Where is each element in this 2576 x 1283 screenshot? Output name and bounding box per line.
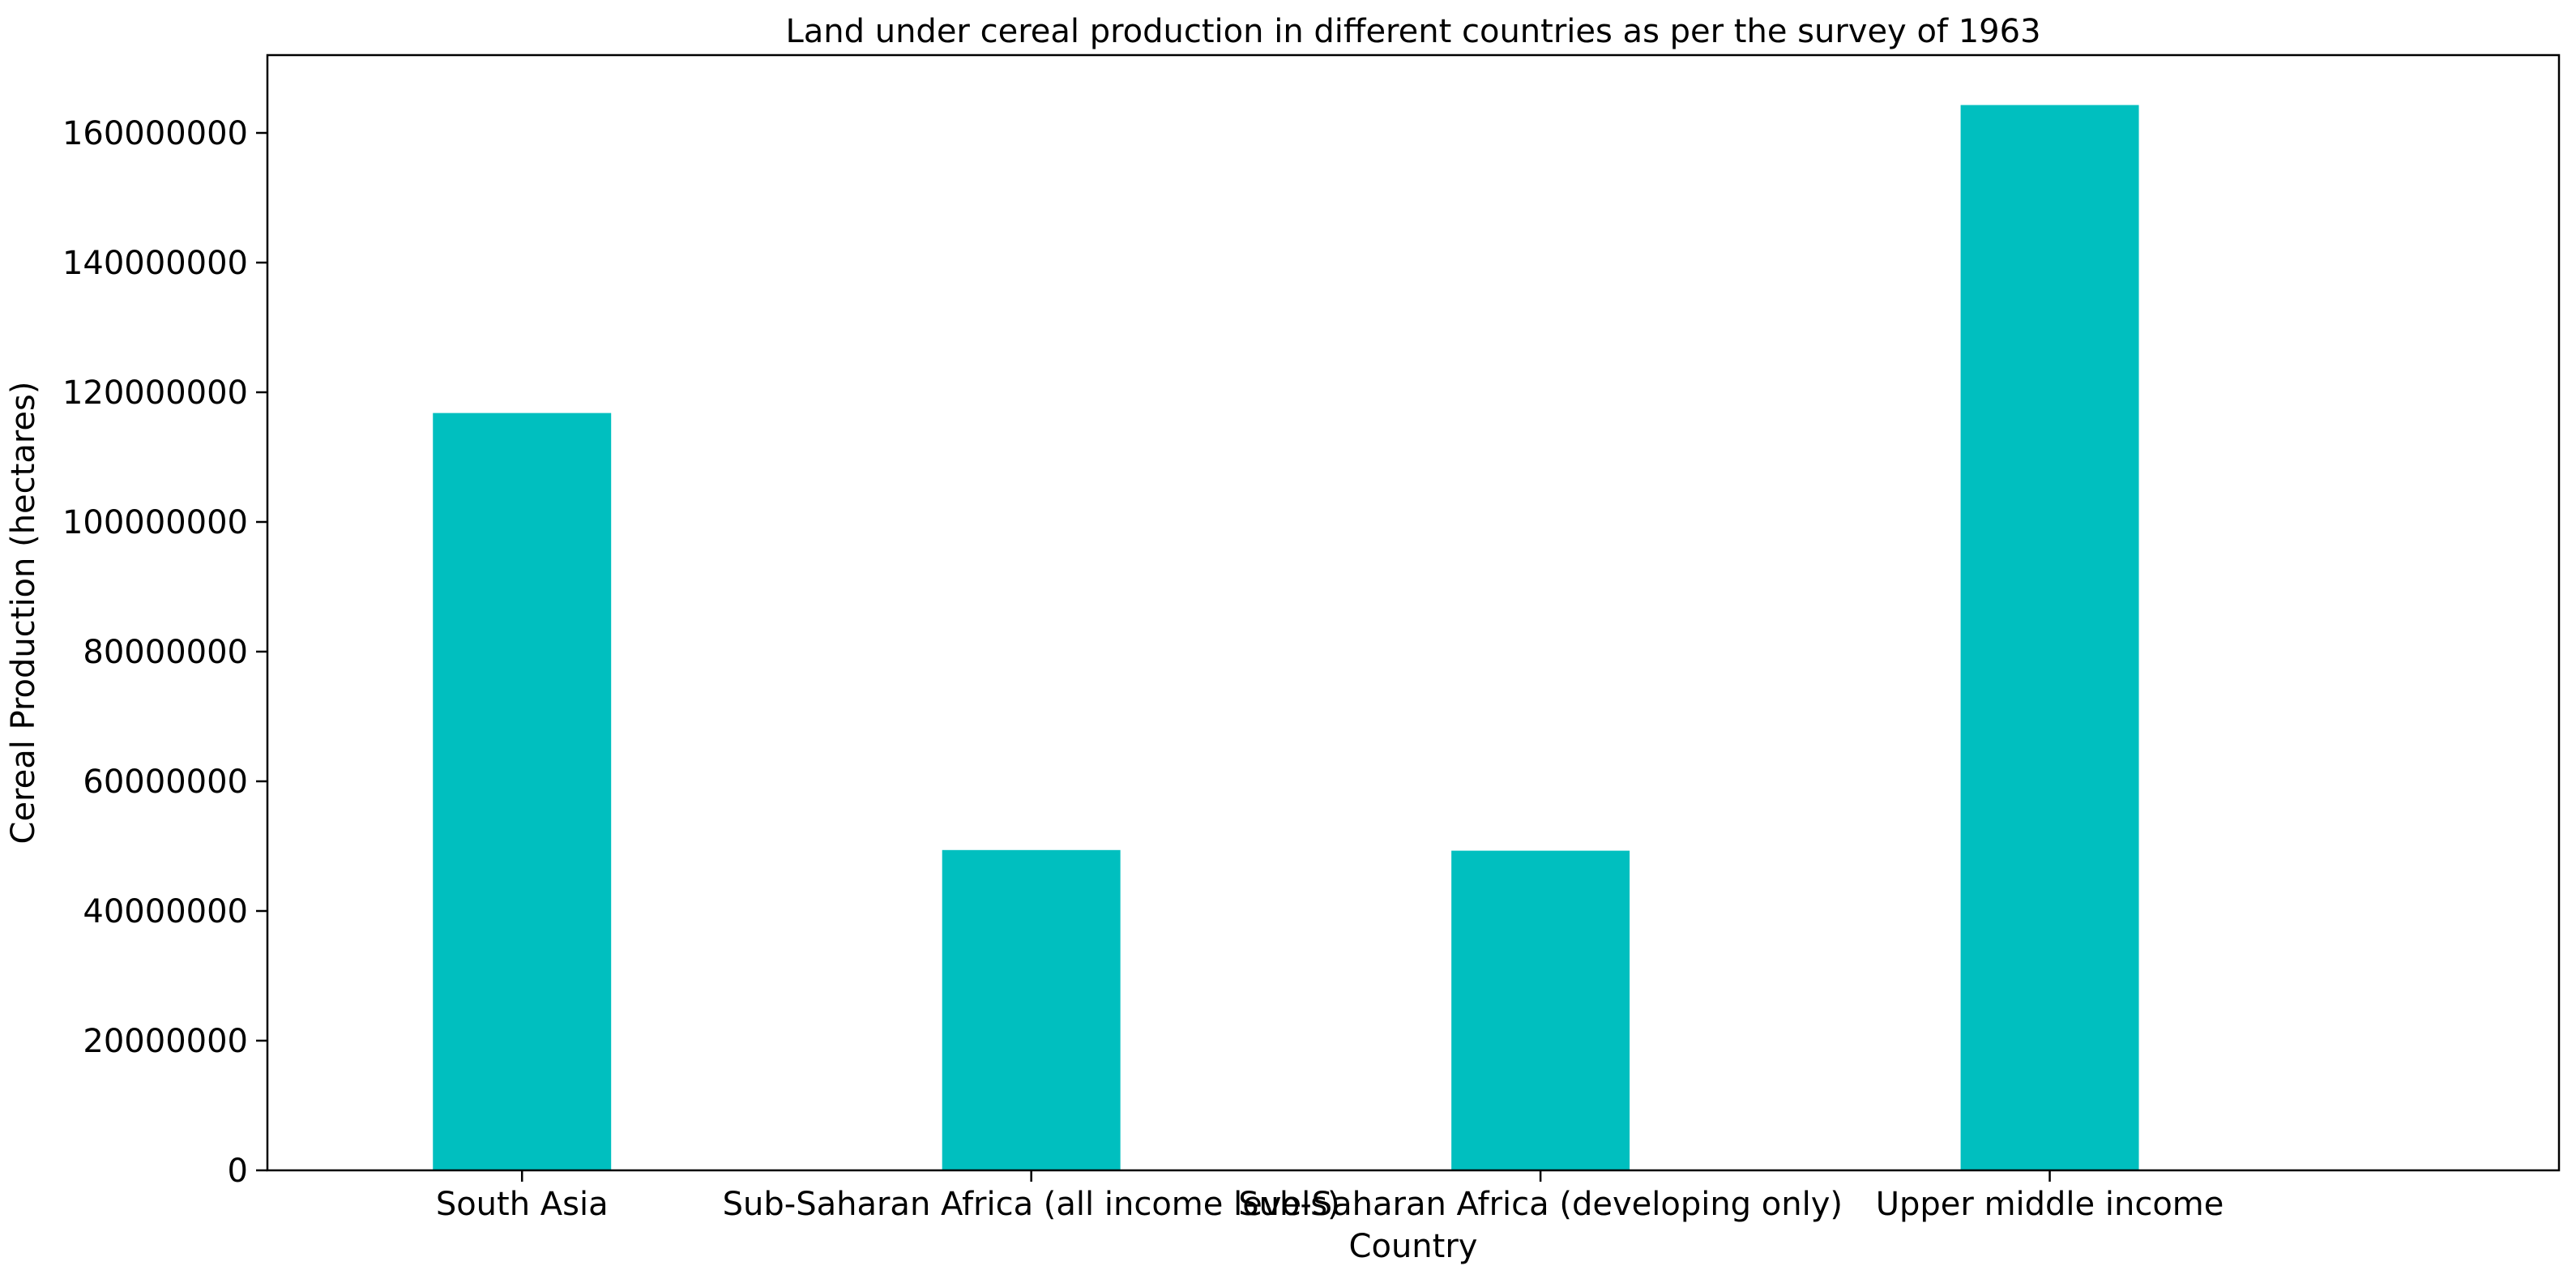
y-tick-label: 160000000 xyxy=(62,115,248,152)
bar-3 xyxy=(1960,105,2139,1171)
x-tick-label: Sub-Saharan Africa (developing only) xyxy=(1238,1186,1843,1223)
x-axis-ticks: South Asia Sub-Saharan Africa (all income… xyxy=(436,1170,2224,1223)
bar-0 xyxy=(433,413,612,1171)
bar-1 xyxy=(942,849,1121,1170)
y-axis-ticks: 0 20000000 40000000 60000000 80000000 1000000… xyxy=(62,115,267,1190)
y-tick-label: 0 xyxy=(228,1153,248,1190)
y-tick-label: 80000000 xyxy=(83,634,248,671)
plot-frame xyxy=(266,53,2561,1172)
x-axis-label: Country xyxy=(1349,1228,1478,1265)
y-tick-label: 120000000 xyxy=(62,374,248,412)
y-tick-label: 140000000 xyxy=(62,245,248,282)
x-tick-label: Upper middle income xyxy=(1876,1186,2224,1223)
x-tick-label: South Asia xyxy=(436,1186,609,1223)
y-tick-label: 40000000 xyxy=(83,893,248,930)
bars-layer xyxy=(433,105,2139,1171)
y-tick-label: 20000000 xyxy=(83,1023,248,1060)
bar-2 xyxy=(1451,850,1630,1170)
chart-title: Land under cereal production in differen… xyxy=(785,13,2040,50)
y-tick-label: 60000000 xyxy=(83,763,248,801)
x-tick-label: Sub-Saharan Africa (all income levels) xyxy=(723,1186,1340,1223)
y-tick-label: 100000000 xyxy=(62,504,248,541)
y-axis-label: Cereal Production (hectares) xyxy=(5,382,42,845)
